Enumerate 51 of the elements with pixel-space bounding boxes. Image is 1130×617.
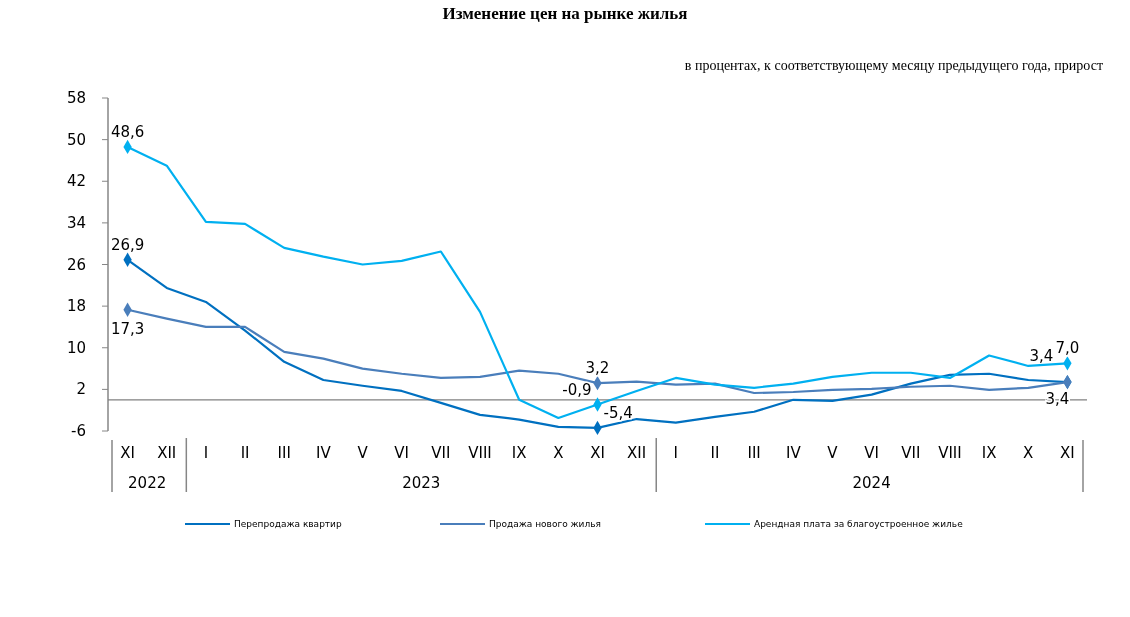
x-tick-label: V	[357, 444, 369, 462]
x-tick-label: V	[827, 444, 839, 462]
x-tick-label: IV	[316, 444, 332, 462]
x-tick-label: VIII	[938, 444, 962, 462]
x-tick-label: XII	[627, 444, 647, 462]
y-tick-label: -6	[71, 422, 86, 440]
chart-title: Изменение цен на рынке жилья	[442, 4, 688, 23]
data-label: 7,0	[1055, 339, 1080, 358]
y-tick-label: 10	[66, 338, 86, 357]
x-tick-label: XI	[1060, 444, 1075, 462]
x-tick-label: I	[203, 444, 209, 462]
legend-label: Перепродажа квартир	[234, 519, 342, 529]
data-label: -5,4	[603, 403, 633, 422]
x-tick-label: VII	[431, 444, 451, 462]
y-tick-label: 50	[66, 130, 86, 149]
y-tick-label: 42	[66, 172, 86, 191]
y-tick-label: 34	[66, 213, 86, 232]
x-tick-label: VI	[864, 444, 879, 462]
data-label: 17,3	[110, 319, 145, 338]
x-tick-label: X	[1023, 444, 1034, 462]
x-tick-label: XI	[120, 444, 135, 462]
x-tick-label: III	[277, 444, 291, 462]
data-label: 26,9	[110, 235, 145, 254]
legend-label: Арендная плата за благоустроенное жилье	[754, 519, 964, 529]
x-tick-label: XII	[157, 444, 177, 462]
y-tick-label: 2	[76, 380, 86, 399]
x-tick-label: VI	[394, 444, 410, 462]
data-label: 3,2	[585, 359, 610, 378]
x-tick-label: IX	[981, 444, 997, 462]
legend-label: Продажа нового жилья	[489, 519, 601, 529]
x-tick-label: II	[240, 444, 250, 462]
x-tick-label: X	[553, 444, 564, 462]
x-tick-label: IX	[511, 444, 527, 462]
data-label: 3,4	[1029, 347, 1054, 366]
x-tick-label: I	[673, 444, 679, 462]
chart-subtitle: в процентах, к соответствующему месяцу предыдущего года, прирост	[684, 58, 1103, 73]
x-tick-label: VIII	[468, 444, 492, 462]
text: 2022	[128, 474, 167, 492]
data-label: 48,6	[110, 122, 145, 141]
x-tick-label: IV	[785, 444, 802, 462]
x-tick-label: II	[710, 444, 720, 462]
data-label: -0,9	[562, 381, 592, 400]
x-tick-label: III	[747, 444, 761, 462]
x-tick-label: VII	[901, 444, 921, 462]
y-tick-label: 58	[66, 89, 86, 107]
y-tick-label: 18	[66, 297, 86, 316]
text: 2023	[402, 474, 441, 492]
data-label: 3,4	[1045, 390, 1070, 409]
text: 2024	[852, 474, 891, 492]
y-tick-label: 26	[66, 255, 86, 274]
x-tick-label: XI	[590, 444, 605, 462]
